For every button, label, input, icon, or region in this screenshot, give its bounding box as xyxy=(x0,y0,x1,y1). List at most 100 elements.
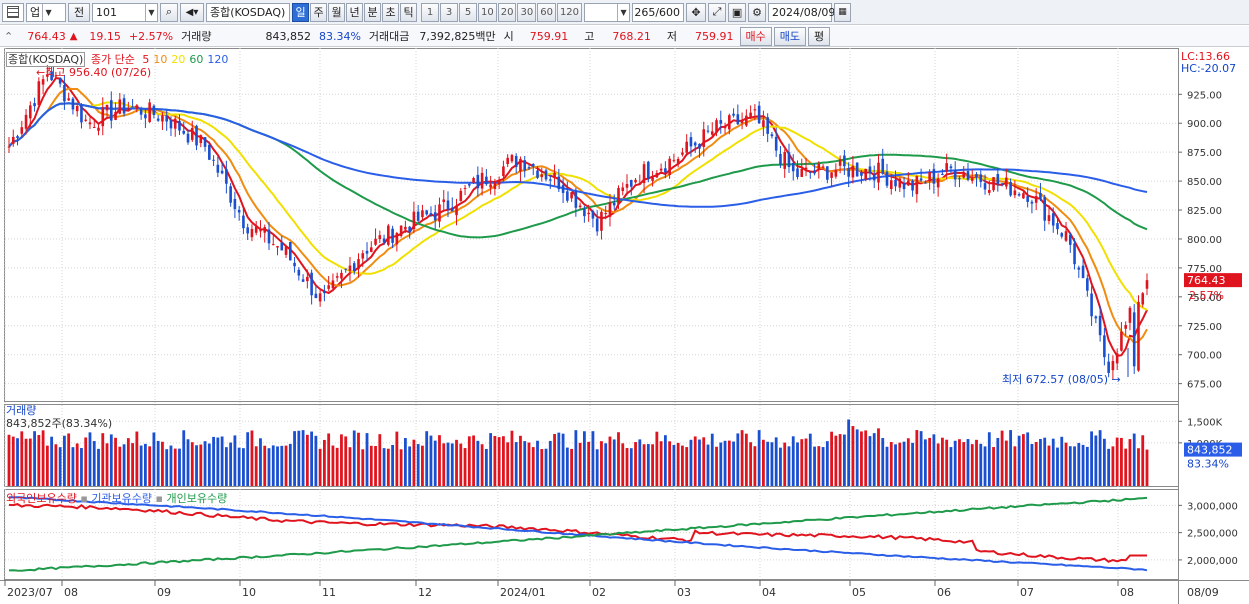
eval-label: 평 xyxy=(814,30,825,43)
volume-bar xyxy=(259,438,262,486)
date-field[interactable]: 2024/08/09 xyxy=(768,2,835,22)
ma-line-120 xyxy=(8,102,1148,208)
candle-body xyxy=(301,279,305,282)
volume-bar xyxy=(638,439,642,486)
axis-labels: 925.00 900.00 875.00 850.00 825.00 800.00 775.… xyxy=(4,90,1238,599)
volume-bar xyxy=(851,426,855,486)
candle-body xyxy=(583,208,586,217)
volume-bar xyxy=(540,449,544,486)
candle-body xyxy=(485,176,488,185)
candle-body xyxy=(591,211,595,219)
candle-body xyxy=(37,81,41,106)
interval-button-60[interactable]: 60 xyxy=(537,2,556,22)
volume-bar xyxy=(621,443,625,486)
settings-button[interactable]: ⚙ xyxy=(748,2,767,22)
candle-body xyxy=(600,211,603,231)
draw-tool-button[interactable]: ⤢ xyxy=(708,2,727,22)
volume-bar xyxy=(719,442,723,486)
candle-body xyxy=(169,119,173,129)
candle-body xyxy=(902,182,906,190)
period-tab-3[interactable]: 년 xyxy=(346,2,363,22)
time-tick-label: 04 xyxy=(762,586,776,599)
candle-body xyxy=(898,178,902,188)
volume-bar xyxy=(1115,437,1119,486)
count-field[interactable]: 265/600 xyxy=(632,2,685,22)
volume-bar xyxy=(791,436,795,486)
crosshair-button[interactable]: ✥ xyxy=(686,2,707,22)
period-tab-5[interactable]: 초 xyxy=(382,2,399,22)
period-tab-1[interactable]: 주 xyxy=(310,2,327,22)
expand-icon[interactable]: ⌃ xyxy=(4,29,14,43)
candle-body xyxy=(20,127,24,134)
volume-bar xyxy=(425,431,429,486)
candle-body xyxy=(344,268,348,270)
low-label: 저 xyxy=(666,30,678,43)
interval-button-3[interactable]: 3 xyxy=(440,2,458,22)
volume-bar xyxy=(361,449,365,486)
price-tick-label: 850.00 xyxy=(1187,177,1222,188)
prev-button[interactable]: 전 xyxy=(68,2,90,22)
individual-legend: 개인보유수량 xyxy=(166,492,228,505)
candle-body xyxy=(1060,233,1064,237)
volume-bar xyxy=(254,446,258,486)
candle-body xyxy=(745,115,748,126)
period-tab-4[interactable]: 분 xyxy=(364,2,381,22)
code-input[interactable]: 101 ▼ xyxy=(92,2,158,22)
volume-bar xyxy=(101,433,105,486)
toolbar-menu-icon[interactable] xyxy=(2,2,24,22)
volume-bar xyxy=(889,442,893,486)
ma-legend-periods: 5 10 20 60 120 xyxy=(138,53,228,66)
candle-body xyxy=(480,172,484,189)
interval-button-20[interactable]: 20 xyxy=(497,2,517,22)
volume-bar xyxy=(992,447,995,486)
interval-button-1[interactable]: 1 xyxy=(421,2,439,22)
interval-button-120[interactable]: 120 xyxy=(556,2,583,22)
interval-button-10[interactable]: 10 xyxy=(478,2,497,22)
sell-button[interactable]: 매도 xyxy=(773,26,807,46)
candle-body xyxy=(536,170,539,178)
volume-bar xyxy=(1077,442,1081,486)
buy-button[interactable]: 매수 xyxy=(739,26,772,46)
volume-bar xyxy=(327,433,331,486)
volume-bar xyxy=(1124,448,1128,486)
interval-button-5[interactable]: 5 xyxy=(459,2,477,22)
volume-bar xyxy=(898,442,902,486)
candle-body xyxy=(864,168,867,180)
interval-button-30[interactable]: 30 xyxy=(517,2,537,22)
volume-bar xyxy=(114,437,117,486)
volume-bar xyxy=(770,442,774,486)
candle-body xyxy=(323,290,326,294)
candle-body xyxy=(953,170,957,180)
save-button[interactable]: ▣ xyxy=(728,2,747,22)
candle-body xyxy=(928,172,931,182)
volume-bar xyxy=(340,434,343,486)
chart-canvas[interactable]: 925.00 900.00 875.00 850.00 825.00 800.00 775.… xyxy=(0,48,1249,604)
period-tab-2[interactable]: 월 xyxy=(328,2,345,22)
volume-bar xyxy=(902,441,906,486)
chart-area[interactable]: 925.00 900.00 875.00 850.00 825.00 800.00 775.… xyxy=(0,48,1249,604)
volume-bar xyxy=(1000,430,1004,486)
volume-bar xyxy=(237,447,241,486)
volume-bar xyxy=(1107,448,1111,486)
candle-body xyxy=(109,100,113,121)
sound-button[interactable]: ◀▾ xyxy=(180,2,204,22)
panel-frame xyxy=(4,48,1179,402)
eval-button[interactable]: 평 xyxy=(808,26,831,46)
candle-body xyxy=(71,98,75,110)
time-tick-label: 10 xyxy=(242,586,256,599)
volume-bar xyxy=(122,444,126,486)
candle-body xyxy=(975,174,978,177)
candle-body xyxy=(770,134,774,137)
candle-body xyxy=(335,276,339,278)
candle-body xyxy=(821,166,825,168)
volume-bar xyxy=(216,437,220,486)
search-button[interactable]: ⌕ xyxy=(160,2,178,22)
volume-bar xyxy=(50,436,54,486)
calendar-button[interactable]: ▦ xyxy=(834,2,852,22)
candle-body xyxy=(412,211,416,230)
interval-custom-select[interactable]: ▼ xyxy=(584,2,631,22)
market-type-select[interactable]: 업 ▼ xyxy=(26,2,66,22)
period-tab-6[interactable]: 틱 xyxy=(400,2,417,22)
candle-body xyxy=(1120,331,1123,351)
period-tab-0[interactable]: 일 xyxy=(292,2,309,22)
